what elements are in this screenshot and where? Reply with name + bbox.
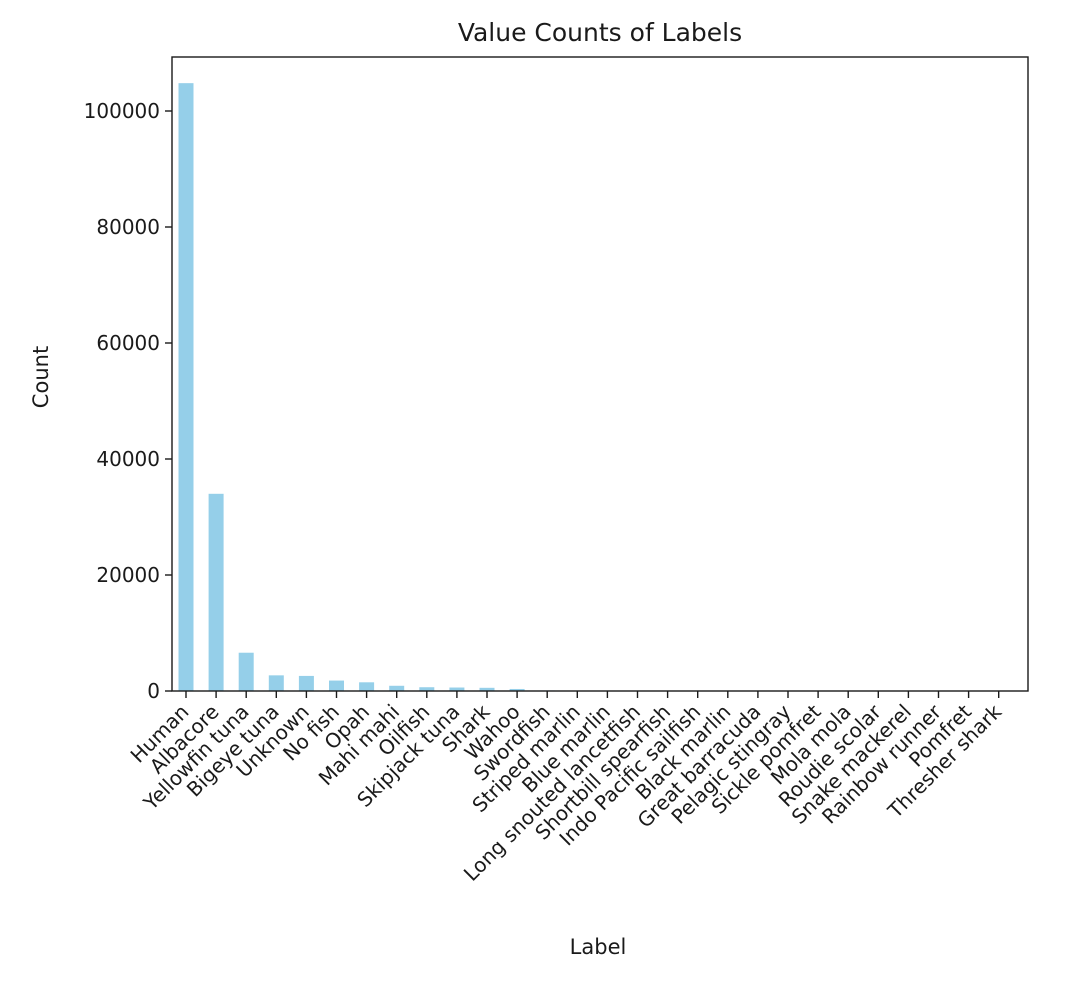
y-axis-label: Count — [29, 346, 53, 408]
y-tick-label: 20000 — [96, 563, 160, 587]
bar-unknown — [299, 676, 314, 691]
chart-title: Value Counts of Labels — [458, 18, 742, 47]
y-tick-label: 60000 — [96, 331, 160, 355]
bar-yellowfin-tuna — [239, 653, 254, 691]
y-tick-label: 40000 — [96, 447, 160, 471]
y-tick-label: 100000 — [84, 99, 160, 123]
y-tick-label: 0 — [147, 679, 160, 703]
bar-no-fish — [329, 681, 344, 691]
bar-bigeye-tuna — [269, 675, 284, 691]
y-axis-ticks: 0 20000 40000 60000 80000 100000 — [84, 99, 172, 703]
plot-frame — [172, 57, 1028, 691]
bar-albacore — [209, 494, 224, 691]
bar-human — [179, 83, 194, 691]
bars-group — [179, 83, 1007, 691]
bar-mahi-mahi — [389, 686, 404, 691]
x-axis-label: Label — [570, 935, 627, 959]
y-tick-label: 80000 — [96, 215, 160, 239]
bar-opah — [359, 682, 374, 691]
